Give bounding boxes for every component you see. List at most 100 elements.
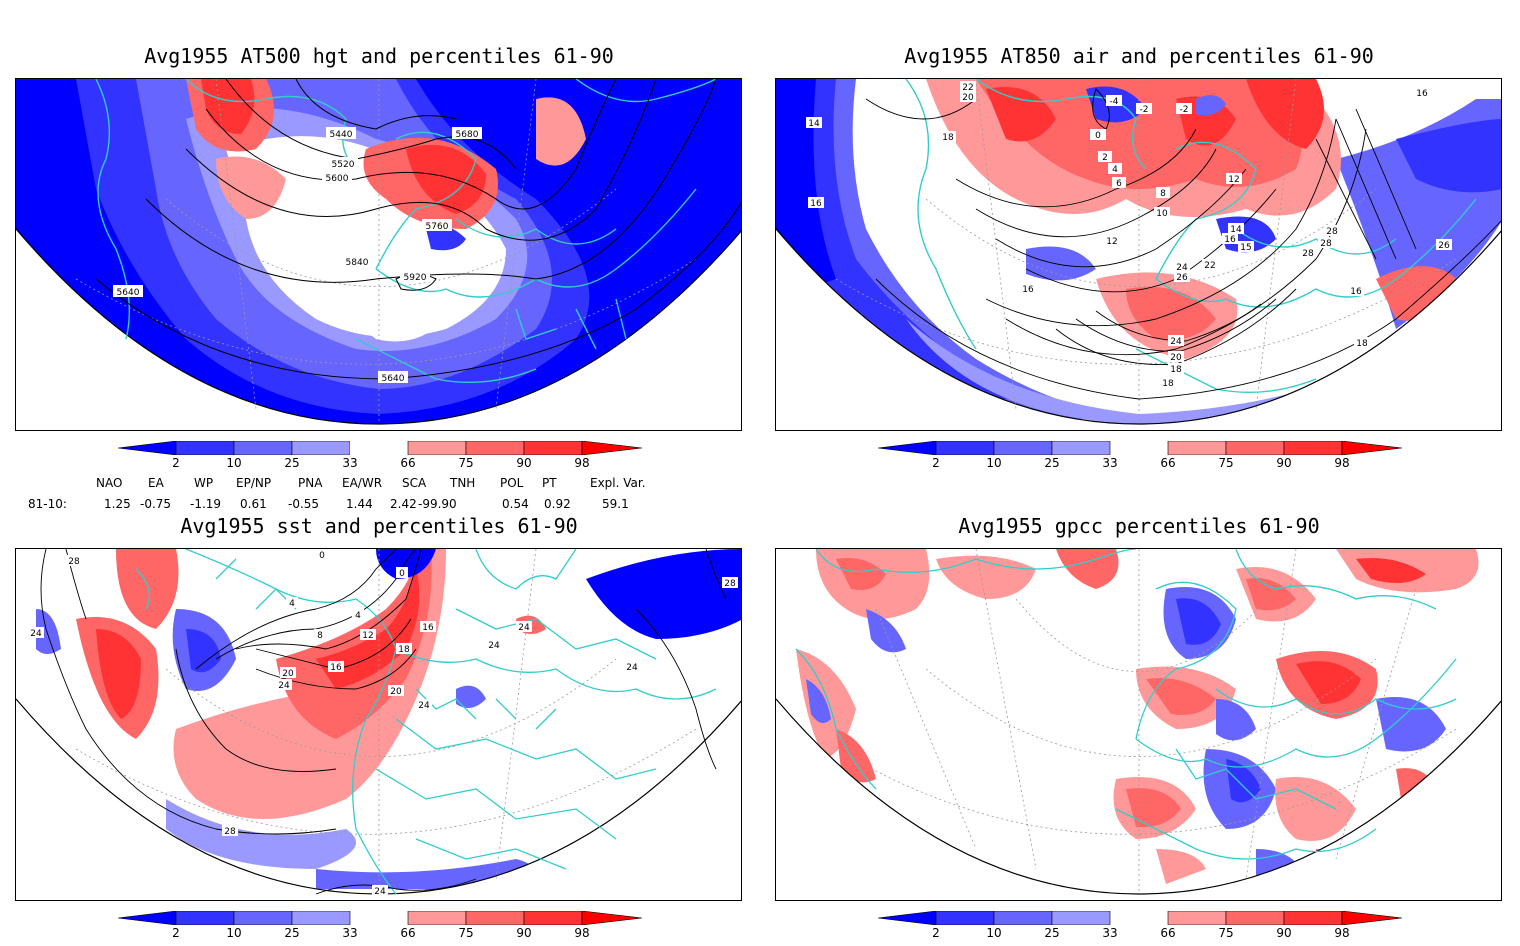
contour-label-16-e: 26 [1438,241,1450,251]
index-header-ea: EA [148,476,164,490]
contour-label-16-ne: 16 [1416,89,1428,99]
contour-label-18-nw: 18 [942,133,954,143]
sst-label-24-w: 24 [30,629,42,639]
colorbar-label-33: 33 [342,926,358,940]
contour-label-24-b: 24 [1170,337,1182,347]
index-value-epnp: 0.61 [240,497,267,511]
contour-label-30: 28 [1326,227,1338,237]
colorbar-label-25: 25 [284,456,300,470]
index-header-eawr: EA/WR [342,476,383,490]
sst-label-24-a: 24 [278,681,290,691]
index-value-nao: 1.25 [104,497,131,511]
index-header-pna: PNA [298,476,323,490]
contour-label-12-a: 12 [1106,237,1117,247]
index-header-nao: NAO [96,476,123,490]
map-canvas-at850: 22 20 18 -4 -2 -2 0 14 18 2 4 6 8 10 12 … [776,79,1501,425]
colorbar-label-10: 10 [986,926,1002,940]
contour-label-28-b: 28 [1320,239,1332,249]
map-panel-sst: 28 24 0 0 4 4 8 12 16 16 18 20 24 24 20 … [15,548,742,901]
contour-label-6: 6 [1116,179,1122,189]
indices-values-row: 81-10: 1.25 -0.75 -1.19 0.61 -0.55 1.44 … [0,497,760,513]
sst-label-28-nw: 28 [68,557,80,567]
colorbar-label-66: 66 [1160,456,1176,470]
colorbar-label-10: 10 [226,456,242,470]
contour-label-5640-west: 5640 [117,288,140,298]
contour-label-18-se: 18 [1356,339,1368,349]
index-value-eawr: 1.44 [346,497,373,511]
contour-label-24-a: 22 [1204,261,1215,271]
colorbar-label-98: 98 [1334,926,1350,940]
contour-label-12-b: 12 [1228,175,1239,185]
colorbar-label-98: 98 [1334,456,1350,470]
contour-label-5640-south: 5640 [382,374,405,384]
colorbar-label-90: 90 [1276,926,1292,940]
sst-label-24-b: 24 [418,701,430,711]
contour-label-20: 20 [1170,353,1182,363]
index-value-tnh: -99.90 [418,497,457,511]
colorbar-bottom-right: 2 10 25 33 66 75 90 98 [877,910,1410,946]
contour-label-16-c: 16 [1022,285,1034,295]
sst-label-0-b: 0 [399,569,405,579]
sst-label-28-ne: 28 [724,579,736,589]
contour-label-5600: 5600 [326,174,349,184]
map-panel-gpcc [775,548,1502,901]
colorbar-label-75: 75 [458,926,474,940]
sst-label-18: 18 [398,645,410,655]
map-canvas-sst: 28 24 0 0 4 4 8 12 16 16 18 20 24 24 20 … [16,549,741,897]
index-value-pt: 0.92 [544,497,571,511]
colorbar-label-75: 75 [458,456,474,470]
sst-label-16-b: 16 [422,623,434,633]
panel-title-gpcc: Avg1955 gpcc percentiles 61-90 [958,514,1320,538]
colorbar-label-98: 98 [574,926,590,940]
colorbar-label-90: 90 [516,456,532,470]
index-header-wp: WP [194,476,214,490]
colorbar-label-2: 2 [172,926,180,940]
index-row-label: 81-10: [28,497,67,511]
sst-label-16-a: 16 [330,663,342,673]
colorbar-label-66: 66 [400,456,416,470]
index-header-pol: POL [500,476,524,490]
sst-label-8: 8 [317,631,323,641]
contour-label-20: 20 [962,93,974,103]
sst-label-24-e: 24 [488,641,500,651]
index-header-tnh: TNH [450,476,476,490]
contour-label-5680: 5680 [456,130,479,140]
contour-label-15: 15 [1240,243,1251,253]
contour-label-26: 24 [1176,263,1188,273]
colorbar-scale [877,910,1403,926]
contour-label-minus4: -4 [1110,97,1119,107]
sst-label-28-s: 28 [224,827,236,837]
contour-label-minus2-b: -2 [1180,105,1189,115]
index-header-sca: SCA [402,476,427,490]
colorbar-top-right: 2 10 25 33 66 75 90 98 [877,440,1410,476]
sst-label-20-b: 20 [390,687,402,697]
sst-label-4-a: 4 [289,599,295,609]
index-value-sca: 2.42 [390,497,417,511]
contour-label-14: 14 [1230,225,1242,235]
sst-label-24-d: 24 [626,663,638,673]
colorbar-scale [877,440,1403,456]
colorbar-label-10: 10 [226,926,242,940]
contour-label-5440: 5440 [330,130,353,140]
panel-title-at850: Avg1955 AT850 air and percentiles 61-90 [904,44,1374,68]
sst-label-12: 12 [362,631,373,641]
contour-label-4: 4 [1112,165,1118,175]
colorbar-bottom-left: 2 10 25 33 66 75 90 98 [117,910,650,946]
panel-title-at500: Avg1955 AT500 hgt and percentiles 61-90 [144,44,614,68]
colorbar-scale [117,440,643,456]
colorbar-label-2: 2 [172,456,180,470]
contour-label-5520: 5520 [332,160,355,170]
contour-label-10: 10 [1156,209,1168,219]
contour-label-5760: 5760 [426,222,449,232]
index-header-pt: PT [542,476,557,490]
contour-label-0: 0 [1095,131,1101,141]
colorbar-label-75: 75 [1218,926,1234,940]
map-panel-at500: 5440 5680 5520 5600 5760 5840 5920 5640 … [15,78,742,431]
colorbar-label-2: 2 [932,926,940,940]
contour-label-26-b: 28 [1302,249,1314,259]
indices-header-row: NAO EA WP EP/NP PNA EA/WR SCA TNH POL PT… [0,476,760,492]
contour-label-18: 18 [1170,365,1182,375]
colorbar-label-33: 33 [342,456,358,470]
colorbar-label-2: 2 [932,456,940,470]
colorbar-label-98: 98 [574,456,590,470]
